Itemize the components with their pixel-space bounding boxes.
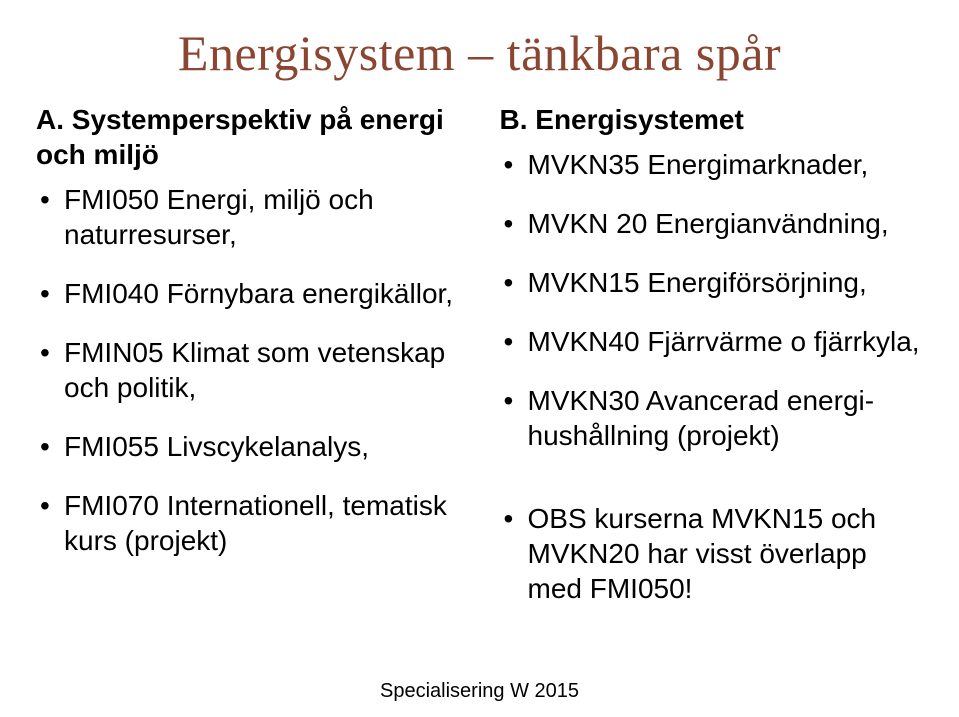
right-column: B. Energisystemet MVKN35 Energimarknader…	[500, 102, 924, 630]
list-item: FMIN05 Klimat som vetenskap och politik,	[36, 335, 460, 405]
list-item: FMI040 Förnybara energikällor,	[36, 276, 460, 311]
columns: A. Systemperspektiv på energi och miljö …	[36, 102, 923, 630]
slide-title: Energisystem – tänkbara spår	[36, 24, 923, 82]
list-item: FMI050 Energi, miljö och naturresurser,	[36, 182, 460, 252]
list-item: OBS kurserna MVKN15 och MVKN20 har visst…	[500, 501, 924, 606]
list-item: MVKN15 Energiförsörjning,	[500, 265, 924, 300]
footer-text: Specialisering W 2015	[0, 680, 959, 703]
right-list: MVKN35 Energimarknader, MVKN 20 Energian…	[500, 147, 924, 606]
right-heading: B. Energisystemet	[500, 102, 924, 137]
list-item: MVKN 20 Energianvändning,	[500, 206, 924, 241]
left-heading: A. Systemperspektiv på energi och miljö	[36, 102, 460, 172]
list-item: MVKN35 Energimarknader,	[500, 147, 924, 182]
list-item: MVKN40 Fjärrvärme o fjärrkyla,	[500, 324, 924, 359]
slide: Energisystem – tänkbara spår A. Systempe…	[0, 0, 959, 717]
left-column: A. Systemperspektiv på energi och miljö …	[36, 102, 460, 630]
left-list: FMI050 Energi, miljö och naturresurser, …	[36, 182, 460, 558]
list-item: FMI070 Internationell, tematisk kurs (pr…	[36, 488, 460, 558]
list-item: FMI055 Livscykelanalys,	[36, 429, 460, 464]
list-item: MVKN30 Avancerad energi-hushållning (pro…	[500, 383, 924, 453]
